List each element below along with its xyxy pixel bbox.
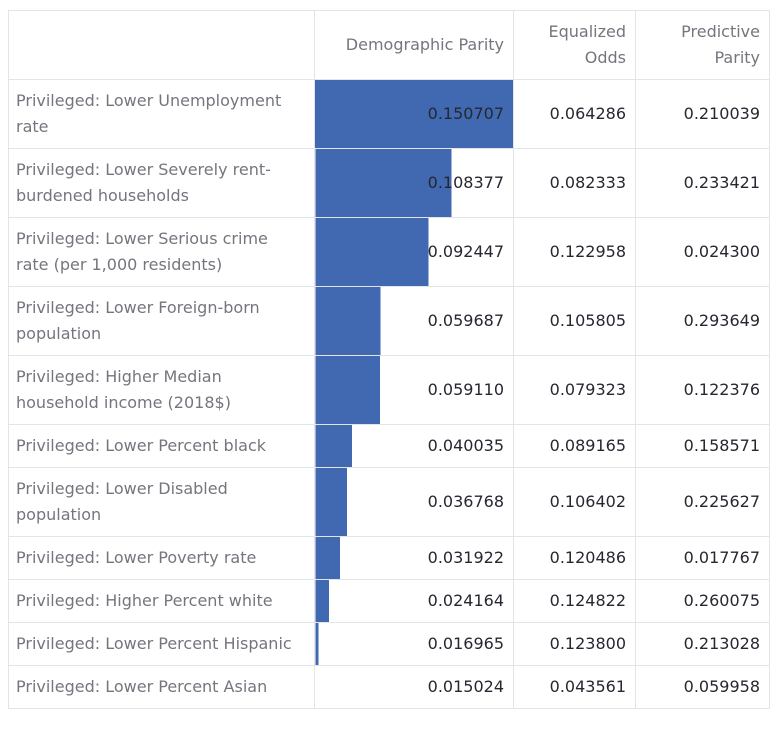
table-row: Privileged: Lower Serious crime rate (pe… — [8, 217, 770, 287]
cell-demographic-parity: 0.092447 — [314, 217, 514, 287]
row-label: Privileged: Higher Median household inco… — [8, 355, 315, 425]
column-header-predictive-parity: Predictive Parity — [635, 10, 770, 80]
cell-demographic-parity: 0.024164 — [314, 579, 514, 623]
table-row: Privileged: Lower Percent Hispanic 0.016… — [8, 622, 770, 666]
cell-predictive-parity: 0.213028 — [635, 622, 770, 666]
cell-demographic-parity: 0.031922 — [314, 536, 514, 580]
cell-predictive-parity: 0.225627 — [635, 467, 770, 537]
cell-predictive-parity: 0.024300 — [635, 217, 770, 287]
row-label: Privileged: Lower Percent black — [8, 424, 315, 468]
cell-equalized-odds: 0.120486 — [513, 536, 636, 580]
cell-predictive-parity: 0.122376 — [635, 355, 770, 425]
fairness-metrics-table: Demographic Parity Equalized Odds Predic… — [8, 10, 770, 709]
cell-predictive-parity: 0.210039 — [635, 79, 770, 149]
cell-equalized-odds: 0.082333 — [513, 148, 636, 218]
cell-predictive-parity: 0.158571 — [635, 424, 770, 468]
table-row: Privileged: Lower Foreign-born populatio… — [8, 286, 770, 356]
cell-equalized-odds: 0.122958 — [513, 217, 636, 287]
cell-demographic-parity: 0.036768 — [314, 467, 514, 537]
row-label: Privileged: Higher Percent white — [8, 579, 315, 623]
cell-equalized-odds: 0.105805 — [513, 286, 636, 356]
row-label: Privileged: Lower Unemployment rate — [8, 79, 315, 149]
column-header-demographic-parity: Demographic Parity — [314, 10, 514, 80]
cell-equalized-odds: 0.106402 — [513, 467, 636, 537]
cell-demographic-parity: 0.108377 — [314, 148, 514, 218]
row-label: Privileged: Lower Disabled population — [8, 467, 315, 537]
column-header-equalized-odds: Equalized Odds — [513, 10, 636, 80]
cell-equalized-odds: 0.079323 — [513, 355, 636, 425]
cell-predictive-parity: 0.233421 — [635, 148, 770, 218]
table-row: Privileged: Lower Percent black 0.040035… — [8, 424, 770, 468]
row-label: Privileged: Lower Poverty rate — [8, 536, 315, 580]
table-row: Privileged: Higher Percent white 0.02416… — [8, 579, 770, 623]
cell-predictive-parity: 0.260075 — [635, 579, 770, 623]
cell-predictive-parity: 0.293649 — [635, 286, 770, 356]
cell-demographic-parity: 0.059110 — [314, 355, 514, 425]
cell-equalized-odds: 0.064286 — [513, 79, 636, 149]
row-label: Privileged: Lower Foreign-born populatio… — [8, 286, 315, 356]
fairness-metrics-table-container: Demographic Parity Equalized Odds Predic… — [8, 10, 770, 709]
cell-demographic-parity: 0.015024 — [314, 665, 514, 709]
cell-predictive-parity: 0.059958 — [635, 665, 770, 709]
row-label: Privileged: Lower Percent Asian — [8, 665, 315, 709]
header-row: Demographic Parity Equalized Odds Predic… — [8, 10, 770, 80]
corner-header-cell — [8, 10, 315, 80]
table-row: Privileged: Lower Percent Asian 0.015024… — [8, 665, 770, 709]
cell-equalized-odds: 0.123800 — [513, 622, 636, 666]
cell-equalized-odds: 0.089165 — [513, 424, 636, 468]
cell-demographic-parity: 0.150707 — [314, 79, 514, 149]
row-label: Privileged: Lower Serious crime rate (pe… — [8, 217, 315, 287]
row-label: Privileged: Lower Percent Hispanic — [8, 622, 315, 666]
cell-equalized-odds: 0.124822 — [513, 579, 636, 623]
row-label: Privileged: Lower Severely rent- burdene… — [8, 148, 315, 218]
cell-demographic-parity: 0.016965 — [314, 622, 514, 666]
cell-equalized-odds: 0.043561 — [513, 665, 636, 709]
table-row: Privileged: Lower Poverty rate 0.031922 … — [8, 536, 770, 580]
cell-demographic-parity: 0.040035 — [314, 424, 514, 468]
table-row: Privileged: Higher Median household inco… — [8, 355, 770, 425]
cell-demographic-parity: 0.059687 — [314, 286, 514, 356]
table-row: Privileged: Lower Disabled population 0.… — [8, 467, 770, 537]
table-row: Privileged: Lower Unemployment rate 0.15… — [8, 79, 770, 149]
table-row: Privileged: Lower Severely rent- burdene… — [8, 148, 770, 218]
cell-predictive-parity: 0.017767 — [635, 536, 770, 580]
